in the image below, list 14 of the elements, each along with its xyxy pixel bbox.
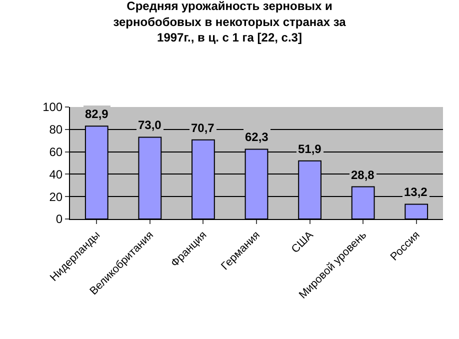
- y-tick-label: 80: [49, 122, 63, 137]
- data-label: 13,2: [404, 185, 428, 199]
- y-tick-label: 60: [49, 145, 63, 159]
- data-label: 82,9: [85, 107, 109, 121]
- y-tick-label: 40: [49, 167, 63, 182]
- data-label: 70,7: [191, 121, 215, 135]
- data-label: 73,0: [138, 118, 162, 132]
- y-tick-label: 20: [49, 190, 63, 204]
- chart-title: Средняя урожайность зерновых и зернобобовых в некоторых странах за 1997г., в ц. с 1 га [22, с.3]: [113, 0, 346, 44]
- data-label: 28,8: [351, 168, 375, 182]
- data-label: 62,3: [245, 130, 269, 144]
- y-tick-label: 0: [56, 212, 63, 226]
- y-tick-label: 100: [42, 100, 63, 114]
- data-label: 51,9: [298, 142, 322, 156]
